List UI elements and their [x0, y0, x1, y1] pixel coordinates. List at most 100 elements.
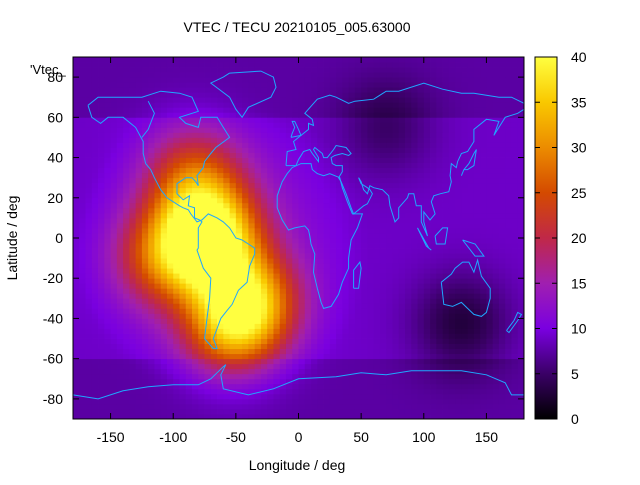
heatmap-cell: [436, 167, 443, 174]
heatmap-cell: [173, 273, 180, 279]
heatmap-cell: [179, 268, 187, 274]
heatmap-cell: [392, 348, 400, 355]
heatmap-cell: [204, 172, 212, 179]
heatmap-cell: [179, 207, 187, 214]
heatmap-cell: [267, 152, 274, 158]
heatmap-cell: [455, 147, 462, 153]
heatmap-cell: [511, 132, 519, 138]
heatmap-cell: [204, 97, 212, 103]
heatmap-cell: [267, 217, 274, 224]
heatmap-cell: [204, 298, 212, 304]
heatmap-cell: [192, 258, 199, 264]
heatmap-cell: [98, 177, 105, 184]
heatmap-cell: [292, 132, 299, 138]
heatmap-cell: [354, 212, 362, 219]
heatmap-cell: [298, 393, 306, 400]
heatmap-cell: [492, 82, 500, 88]
heatmap-cell: [336, 383, 343, 390]
heatmap-cell: [135, 288, 143, 294]
heatmap-cell: [436, 338, 443, 344]
heatmap-cell: [342, 162, 350, 169]
heatmap-cell: [160, 288, 168, 294]
heatmap-cell: [292, 298, 299, 304]
heatmap-cell: [285, 323, 293, 329]
heatmap-cell: [411, 167, 418, 174]
heatmap-cell: [392, 413, 400, 420]
heatmap-cell: [73, 92, 80, 98]
heatmap-cell: [430, 152, 437, 158]
heatmap-cell: [204, 82, 212, 88]
heatmap-cell: [135, 238, 143, 244]
heatmap-cell: [154, 408, 162, 415]
heatmap-cell: [342, 132, 350, 138]
heatmap-cell: [373, 72, 381, 78]
heatmap-cell: [404, 408, 412, 415]
heatmap-cell: [361, 127, 368, 133]
heatmap-cell: [480, 378, 487, 385]
heatmap-cell: [392, 328, 400, 334]
heatmap-cell: [480, 383, 487, 390]
heatmap-cell: [517, 408, 525, 415]
heatmap-cell: [348, 192, 356, 199]
heatmap-cell: [110, 202, 118, 209]
heatmap-cell: [361, 258, 368, 264]
heatmap-cell: [386, 187, 393, 194]
heatmap-cell: [285, 238, 293, 244]
heatmap-cell: [229, 197, 237, 204]
heatmap-cell: [85, 343, 93, 350]
heatmap-cell: [373, 388, 381, 395]
heatmap-cell: [116, 343, 124, 350]
heatmap-cell: [260, 152, 268, 158]
heatmap-cell: [492, 77, 500, 83]
heatmap-cell: [154, 157, 162, 163]
heatmap-cell: [223, 112, 230, 118]
heatmap-cell: [242, 363, 249, 370]
heatmap-cell: [304, 112, 312, 118]
heatmap-cell: [354, 77, 362, 83]
heatmap-cell: [154, 162, 162, 169]
heatmap-cell: [235, 132, 243, 138]
heatmap-cell: [73, 323, 80, 329]
heatmap-cell: [273, 413, 281, 420]
heatmap-cell: [298, 263, 306, 269]
heatmap-cell: [354, 353, 362, 360]
heatmap-cell: [204, 268, 212, 274]
heatmap-cell: [386, 212, 393, 219]
heatmap-cell: [285, 358, 293, 365]
heatmap-cell: [154, 388, 162, 395]
heatmap-cell: [473, 398, 481, 405]
heatmap-cell: [354, 142, 362, 148]
heatmap-cell: [461, 318, 469, 324]
heatmap-cell: [323, 107, 331, 113]
heatmap-cell: [123, 413, 130, 420]
heatmap-cell: [235, 117, 243, 123]
heatmap-cell: [480, 82, 487, 88]
heatmap-cell: [411, 232, 418, 239]
heatmap-cell: [348, 172, 356, 179]
heatmap-cell: [498, 92, 506, 98]
heatmap-cell: [85, 127, 93, 133]
heatmap-cell: [498, 263, 506, 269]
heatmap-cell: [173, 227, 180, 234]
heatmap-cell: [91, 358, 99, 365]
heatmap-cell: [486, 147, 494, 153]
heatmap-cell: [386, 368, 393, 375]
heatmap-cell: [254, 132, 262, 138]
heatmap-cell: [298, 388, 306, 395]
heatmap-cell: [411, 308, 418, 314]
heatmap-cell: [217, 152, 224, 158]
heatmap-cell: [85, 338, 93, 344]
heatmap-cell: [336, 92, 343, 98]
heatmap-cell: [91, 413, 99, 420]
heatmap-cell: [367, 313, 375, 319]
heatmap-cell: [73, 238, 80, 244]
heatmap-cell: [398, 408, 406, 415]
heatmap-cell: [198, 283, 205, 289]
heatmap-cell: [298, 147, 306, 153]
heatmap-cell: [298, 92, 306, 98]
heatmap-cell: [217, 167, 224, 174]
heatmap-cell: [423, 268, 431, 274]
heatmap-cell: [354, 298, 362, 304]
heatmap-cell: [217, 202, 224, 209]
heatmap-cell: [248, 273, 256, 279]
